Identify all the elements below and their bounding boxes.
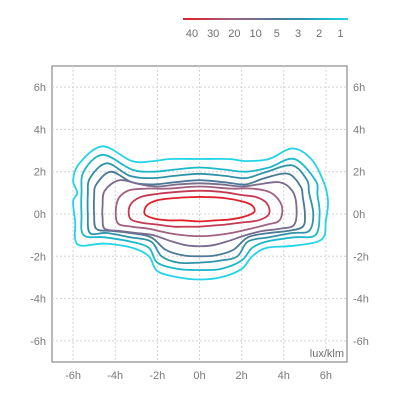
contour-line-5 — [92, 170, 306, 258]
contour-line-10 — [101, 179, 298, 248]
x-tick-label: 4h — [278, 370, 290, 382]
legend-label: 1 — [337, 28, 343, 40]
x-tick-label: -2h — [149, 370, 165, 382]
contour-line-2 — [80, 153, 321, 272]
legend-color-bar — [183, 18, 348, 20]
contour-line-1 — [72, 145, 329, 281]
x-tick-label: 2h — [236, 370, 248, 382]
grid-lines — [52, 66, 347, 362]
y-tick-label-right: -4h — [353, 294, 369, 306]
legend-label: 3 — [295, 28, 301, 40]
contour-line-30 — [127, 189, 271, 228]
y-tick-label-right: 6h — [353, 82, 365, 94]
legend-label: 30 — [207, 28, 219, 40]
y-tick-label-left: -6h — [30, 336, 46, 348]
y-axis-left-tick-labels: 6h 4h 2h 0h -2h -4h -6h — [30, 82, 46, 348]
legend-label: 40 — [186, 28, 198, 40]
unit-label: lux/klm — [310, 348, 344, 360]
y-tick-label-left: 4h — [34, 124, 46, 136]
x-tick-label: 0h — [193, 370, 205, 382]
y-tick-label-left: 0h — [34, 209, 46, 221]
y-tick-label-right: 4h — [353, 124, 365, 136]
legend-label: 5 — [274, 28, 280, 40]
y-tick-label-left: 6h — [34, 82, 46, 94]
y-tick-label-left: 2h — [34, 167, 46, 179]
y-tick-label-right: 0h — [353, 209, 365, 221]
y-tick-label-right: -6h — [353, 336, 369, 348]
contour-line-40 — [143, 196, 256, 223]
x-tick-label: 6h — [320, 370, 332, 382]
legend-label: 20 — [228, 28, 240, 40]
contour-lines — [72, 145, 329, 281]
contour-line-3 — [86, 162, 315, 265]
x-axis-tick-labels: -6h -4h -2h 0h 2h 4h 6h — [65, 370, 332, 382]
y-tick-label-left: -4h — [30, 294, 46, 306]
y-tick-label-right: 2h — [353, 167, 365, 179]
legend-label: 10 — [249, 28, 261, 40]
x-tick-label: -6h — [65, 370, 81, 382]
y-tick-label-left: -2h — [30, 251, 46, 263]
x-tick-label: -4h — [107, 370, 123, 382]
legend-labels: 40 30 20 10 5 3 2 1 — [186, 28, 344, 40]
y-tick-label-right: -2h — [353, 251, 369, 263]
y-axis-right-tick-labels: 6h 4h 2h 0h -2h -4h -6h — [353, 82, 369, 348]
legend-label: 2 — [316, 28, 322, 40]
contour-line-20 — [114, 185, 284, 238]
